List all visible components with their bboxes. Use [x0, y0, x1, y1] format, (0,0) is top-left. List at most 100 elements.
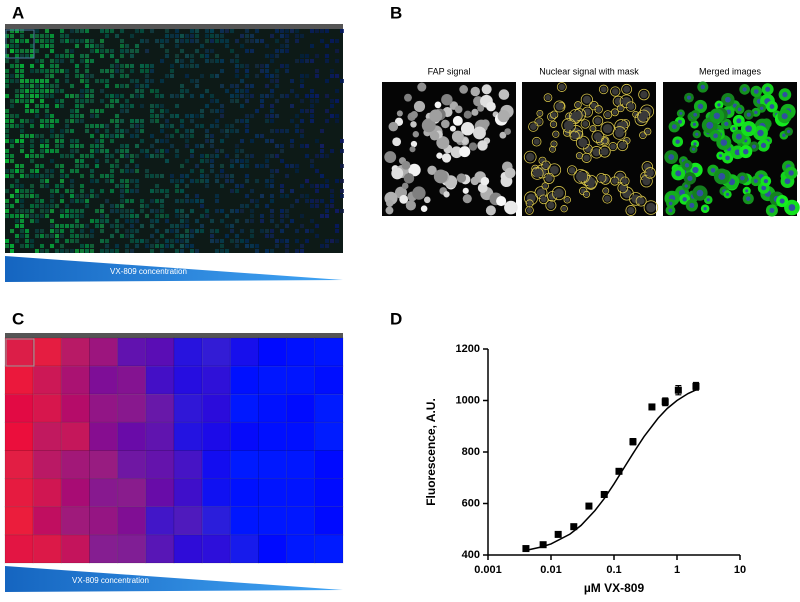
plate-pixel	[185, 54, 189, 58]
plate-pixel	[35, 79, 39, 83]
heatmap-cell	[258, 393, 288, 423]
nucleus	[671, 124, 677, 130]
plate-pixel	[55, 164, 59, 168]
plate-pixel	[185, 244, 189, 248]
plate-pixel	[225, 89, 229, 93]
plate-pixel	[50, 49, 54, 53]
plate-pixel	[245, 174, 249, 178]
heatmap-cell	[286, 478, 316, 508]
plate-pixel	[185, 34, 189, 38]
plate-pixel	[245, 159, 249, 163]
mask	[640, 174, 653, 188]
plate-pixel	[220, 129, 224, 133]
plate-pixel	[160, 214, 164, 218]
plate-pixel	[120, 209, 124, 213]
plate-pixel	[30, 149, 34, 153]
cell	[434, 101, 442, 109]
plate-pixel	[30, 124, 34, 128]
plate-pixel	[45, 144, 49, 148]
plate-pixel	[220, 244, 224, 248]
plate-pixel	[275, 144, 279, 148]
plate-pixel	[280, 239, 284, 243]
plate-pixel	[205, 139, 209, 143]
plate-pixel	[310, 229, 314, 233]
plate-pixel	[280, 64, 284, 68]
plate-pixel	[145, 154, 149, 158]
panel-label: C	[12, 309, 24, 328]
nucleus	[610, 143, 616, 150]
plate-pixel	[190, 229, 194, 233]
plate-pixel	[240, 44, 244, 48]
plate-pixel	[105, 84, 109, 88]
plate-pixel	[75, 109, 79, 113]
plate-pixel	[310, 29, 314, 33]
mask	[543, 172, 555, 184]
cell	[429, 131, 440, 141]
plate-pixel	[55, 204, 59, 208]
nucleus	[734, 149, 741, 156]
plate-pixel	[15, 164, 19, 168]
nucleus	[720, 139, 728, 146]
plate-pixel	[175, 229, 179, 233]
plate-pixel	[130, 104, 134, 108]
plate-pixel	[80, 119, 84, 123]
plate-pixel	[150, 144, 154, 148]
plate-pixel	[335, 39, 339, 43]
heatmap-cell	[286, 506, 316, 536]
plate-pixel	[205, 179, 209, 183]
plate-pixel	[80, 229, 84, 233]
nucleus	[640, 90, 648, 99]
plate-pixel	[90, 154, 94, 158]
plate-pixel	[240, 64, 244, 68]
x-tick-label: 1	[674, 564, 680, 576]
plate-pixel	[15, 99, 19, 103]
plate-pixel	[310, 184, 314, 188]
nucleus	[549, 165, 559, 175]
plate-pixel	[20, 214, 24, 218]
nucleus	[571, 111, 581, 121]
plate-pixel	[70, 224, 74, 228]
mask	[538, 194, 549, 205]
plate-pixel	[10, 119, 14, 123]
heatmap-cell	[286, 450, 316, 480]
plate-pixel	[20, 49, 24, 53]
plate-pixel	[15, 184, 19, 188]
heatmap-cell	[145, 534, 175, 564]
heatmap-cell	[60, 365, 90, 395]
plate-pixel	[80, 159, 84, 163]
cell	[462, 187, 469, 194]
plate-pixel	[90, 169, 94, 173]
plate-pixel	[145, 49, 149, 53]
plate-pixel	[265, 94, 269, 98]
plate-pixel	[220, 84, 224, 88]
plate-pixel	[315, 204, 319, 208]
plate-pixel	[120, 54, 124, 58]
plate-pixel	[275, 79, 279, 83]
plate-pixel	[15, 89, 19, 93]
plate-pixel	[65, 74, 69, 78]
y-axis-label: Fluorescence, A.U.	[424, 398, 438, 506]
plate-pixel	[260, 94, 264, 98]
plate-pixel	[60, 224, 64, 228]
plate-pixel	[245, 89, 249, 93]
data-point	[554, 530, 562, 538]
nucleus	[736, 118, 742, 124]
cell	[429, 109, 443, 123]
plate-pixel	[145, 214, 149, 218]
nucleus	[745, 196, 751, 201]
plate-pixel	[145, 174, 149, 178]
plate-pixel	[85, 74, 89, 78]
plate-pixel	[225, 174, 229, 178]
plate-pixel	[230, 49, 234, 53]
cell	[441, 153, 452, 163]
plate-pixel	[70, 54, 74, 58]
plate-pixel	[40, 154, 44, 158]
plate-pixel	[70, 239, 74, 243]
nucleus	[527, 200, 533, 206]
plate-pixel	[330, 189, 334, 193]
plate-pixel	[30, 204, 34, 208]
plate-pixel	[40, 39, 44, 43]
plate-pixel	[210, 164, 214, 168]
plate-pixel	[305, 59, 309, 63]
plate-pixel	[145, 74, 149, 78]
